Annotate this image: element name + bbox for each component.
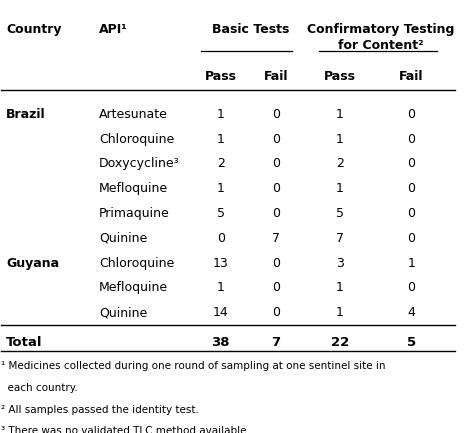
Text: 1: 1: [217, 108, 225, 121]
Text: 0: 0: [408, 132, 415, 145]
Text: Total: Total: [6, 336, 43, 349]
Text: 1: 1: [408, 257, 415, 270]
Text: 0: 0: [217, 232, 225, 245]
Text: ³ There was no validated TLC method available.: ³ There was no validated TLC method avai…: [1, 427, 250, 433]
Text: Artesunate: Artesunate: [99, 108, 168, 121]
Text: Basic Tests: Basic Tests: [211, 23, 289, 36]
Text: ² All samples passed the identity test.: ² All samples passed the identity test.: [1, 405, 199, 415]
Text: Fail: Fail: [264, 70, 288, 83]
Text: API¹: API¹: [99, 23, 128, 36]
Text: 0: 0: [408, 157, 415, 170]
Text: Mefloquine: Mefloquine: [99, 182, 168, 195]
Text: 0: 0: [408, 207, 415, 220]
Text: 0: 0: [272, 207, 280, 220]
Text: 0: 0: [408, 108, 415, 121]
Text: 2: 2: [336, 157, 344, 170]
Text: 0: 0: [272, 182, 280, 195]
Text: 0: 0: [272, 132, 280, 145]
Text: each country.: each country.: [1, 383, 78, 393]
Text: Primaquine: Primaquine: [99, 207, 170, 220]
Text: Pass: Pass: [205, 70, 237, 83]
Text: 7: 7: [336, 232, 344, 245]
Text: 38: 38: [211, 336, 230, 349]
Text: 0: 0: [272, 108, 280, 121]
Text: 1: 1: [336, 132, 344, 145]
Text: 0: 0: [272, 306, 280, 319]
Text: Confirmatory Testing
for Content²: Confirmatory Testing for Content²: [307, 23, 454, 52]
Text: 0: 0: [272, 257, 280, 270]
Text: Brazil: Brazil: [6, 108, 46, 121]
Text: Chloroquine: Chloroquine: [99, 257, 174, 270]
Text: 4: 4: [408, 306, 415, 319]
Text: Fail: Fail: [399, 70, 424, 83]
Text: 5: 5: [336, 207, 344, 220]
Text: 14: 14: [213, 306, 228, 319]
Text: 3: 3: [336, 257, 344, 270]
Text: Pass: Pass: [324, 70, 356, 83]
Text: Quinine: Quinine: [99, 306, 147, 319]
Text: 0: 0: [408, 182, 415, 195]
Text: Chloroquine: Chloroquine: [99, 132, 174, 145]
Text: 0: 0: [408, 232, 415, 245]
Text: 7: 7: [272, 336, 281, 349]
Text: 5: 5: [217, 207, 225, 220]
Text: ¹ Medicines collected during one round of sampling at one sentinel site in: ¹ Medicines collected during one round o…: [1, 362, 386, 372]
Text: 0: 0: [272, 281, 280, 294]
Text: Guyana: Guyana: [6, 257, 59, 270]
Text: Quinine: Quinine: [99, 232, 147, 245]
Text: 7: 7: [272, 232, 280, 245]
Text: 1: 1: [217, 132, 225, 145]
Text: Mefloquine: Mefloquine: [99, 281, 168, 294]
Text: Doxycycline³: Doxycycline³: [99, 157, 180, 170]
Text: 5: 5: [407, 336, 416, 349]
Text: 2: 2: [217, 157, 225, 170]
Text: 1: 1: [336, 108, 344, 121]
Text: 22: 22: [330, 336, 349, 349]
Text: 0: 0: [272, 157, 280, 170]
Text: 13: 13: [213, 257, 228, 270]
Text: 1: 1: [217, 281, 225, 294]
Text: 1: 1: [217, 182, 225, 195]
Text: 1: 1: [336, 182, 344, 195]
Text: Country: Country: [6, 23, 62, 36]
Text: 1: 1: [336, 281, 344, 294]
Text: 0: 0: [408, 281, 415, 294]
Text: 1: 1: [336, 306, 344, 319]
